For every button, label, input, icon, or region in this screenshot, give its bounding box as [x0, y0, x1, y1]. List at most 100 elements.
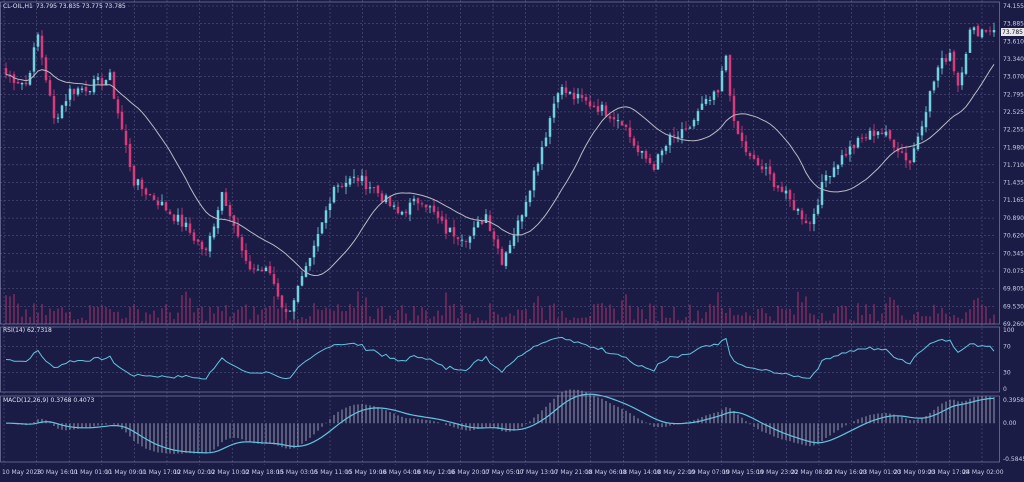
candle-body — [924, 112, 928, 128]
candle-body — [792, 200, 796, 211]
volume-bar — [229, 316, 231, 324]
candle-body — [624, 124, 628, 127]
volume-bar — [137, 309, 139, 324]
volume-bar — [141, 320, 143, 324]
volume-bar — [897, 305, 899, 324]
candle-body — [748, 153, 752, 157]
candle-body — [432, 205, 436, 212]
volume-bar — [845, 306, 847, 324]
candle-body — [164, 202, 168, 211]
candle-body — [832, 167, 836, 177]
volume-bar — [537, 296, 539, 324]
candle-body — [372, 187, 376, 189]
time-tick-label: 11 May 17:00 — [139, 469, 180, 476]
volume-bar — [929, 316, 931, 324]
price-tick-label: 73.340 — [1003, 56, 1024, 63]
candle-body — [336, 185, 340, 187]
volume-bar — [21, 316, 23, 324]
candle-body — [932, 81, 936, 91]
candle-body — [664, 146, 668, 151]
candle-body — [416, 198, 420, 204]
candle-body — [548, 118, 552, 137]
candle-body — [836, 165, 840, 170]
volume-bar — [121, 318, 123, 324]
candle-body — [544, 137, 548, 147]
volume-bar — [265, 307, 267, 324]
candle-body — [484, 214, 488, 224]
volume-bar — [221, 311, 223, 324]
candlestick-series — [4, 22, 996, 320]
candle-body — [764, 167, 768, 169]
volume-bar — [441, 315, 443, 324]
candle-body — [632, 138, 636, 146]
volume-bar — [753, 319, 755, 324]
volume-bar — [969, 309, 971, 324]
candle-body — [108, 72, 112, 81]
volume-bar — [273, 296, 275, 324]
volume-bar — [837, 306, 839, 324]
candle-body — [452, 227, 456, 237]
candle-body — [696, 111, 700, 122]
candle-body — [280, 295, 284, 308]
volume-bar — [185, 291, 187, 324]
price-tick-label: 71.980 — [1003, 144, 1024, 151]
volume-bar — [597, 303, 599, 324]
candle-body — [692, 120, 696, 127]
volume-bar — [201, 306, 203, 324]
volume-bar — [981, 304, 983, 324]
volume-bar — [341, 311, 343, 324]
candle-body — [788, 190, 792, 200]
candle-body — [20, 82, 24, 85]
candle-body — [224, 192, 228, 207]
volume-bar — [485, 320, 487, 324]
volume-bar — [77, 319, 79, 324]
candle-body — [476, 221, 480, 228]
time-tick-label: 10 May 16:00 — [36, 469, 77, 476]
volume-bar — [825, 320, 827, 324]
volume-bar — [461, 305, 463, 324]
candle-body — [12, 74, 16, 83]
volume-bar — [249, 319, 251, 324]
volume-bar — [873, 304, 875, 324]
volume-bar — [25, 309, 27, 324]
time-tick-label: 12 May 18:00 — [242, 469, 283, 476]
candle-body — [636, 145, 640, 153]
candle-body — [100, 78, 104, 86]
candle-body — [420, 203, 424, 205]
volume-bar — [353, 307, 355, 324]
candle-body — [588, 101, 592, 107]
volume-bar — [545, 319, 547, 324]
volume-bar — [81, 317, 83, 324]
volume-bar — [577, 318, 579, 324]
time-tick-label: 16 May 12:00 — [414, 469, 455, 476]
candle-body — [200, 241, 204, 250]
candle-body — [204, 248, 208, 251]
volume-bar — [761, 308, 763, 324]
time-tick-label: 15 May 11:00 — [311, 469, 352, 476]
time-tick-label: 12 May 10:00 — [208, 469, 249, 476]
volume-bar — [377, 308, 379, 324]
volume-bar — [89, 305, 91, 324]
candle-body — [976, 25, 980, 37]
candle-body — [556, 93, 560, 103]
candle-body — [828, 176, 832, 178]
candle-body — [104, 80, 108, 86]
candle-body — [888, 130, 892, 139]
rsi-tick-label: 30 — [1003, 370, 1011, 377]
candle-body — [676, 136, 680, 138]
volume-bar — [41, 303, 43, 324]
candle-body — [348, 178, 352, 185]
candle-body — [884, 131, 888, 136]
candle-body — [648, 158, 652, 164]
volume-bar — [453, 303, 455, 324]
volume-bar — [457, 318, 459, 324]
volume-bar — [985, 306, 987, 324]
candle-body — [580, 95, 584, 98]
volume-bar — [289, 320, 291, 324]
candle-body — [320, 222, 324, 234]
volume-bar — [393, 319, 395, 324]
price-tick-label: 72.525 — [1003, 109, 1024, 116]
time-tick-label: 17 May 05:00 — [482, 469, 523, 476]
